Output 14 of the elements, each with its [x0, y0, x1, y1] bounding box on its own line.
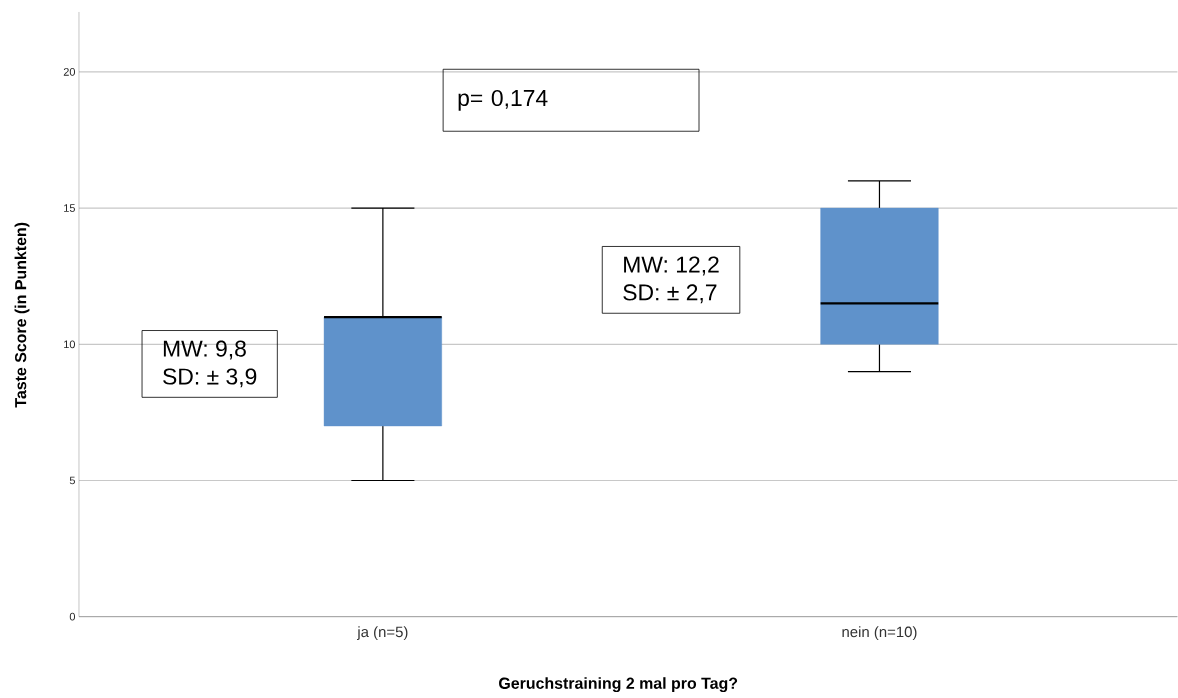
- annotation: MW: 12,2: [624, 256, 719, 276]
- annotation: SD: ± 3,9: [163, 368, 257, 388]
- x-tick-label: nein (n=10): [842, 626, 917, 641]
- y-axis-title: Taste Score (in Punkten): [14, 223, 30, 408]
- annotation: MW: 9,8: [163, 340, 246, 360]
- x-tick-label: ja (n=5): [356, 626, 408, 641]
- annotation: p= 0,174: [458, 90, 548, 111]
- y-tick-label: 0: [69, 612, 76, 621]
- annotation: SD: ± 2,7: [623, 284, 717, 304]
- x-axis-title: Geruchstraining 2 mal pro Tag?: [499, 677, 738, 693]
- y-tick-label: 20: [63, 68, 76, 76]
- y-tick-label: 10: [64, 340, 76, 349]
- y-tick-label: 15: [64, 204, 75, 213]
- y-tick-label: 5: [69, 476, 75, 485]
